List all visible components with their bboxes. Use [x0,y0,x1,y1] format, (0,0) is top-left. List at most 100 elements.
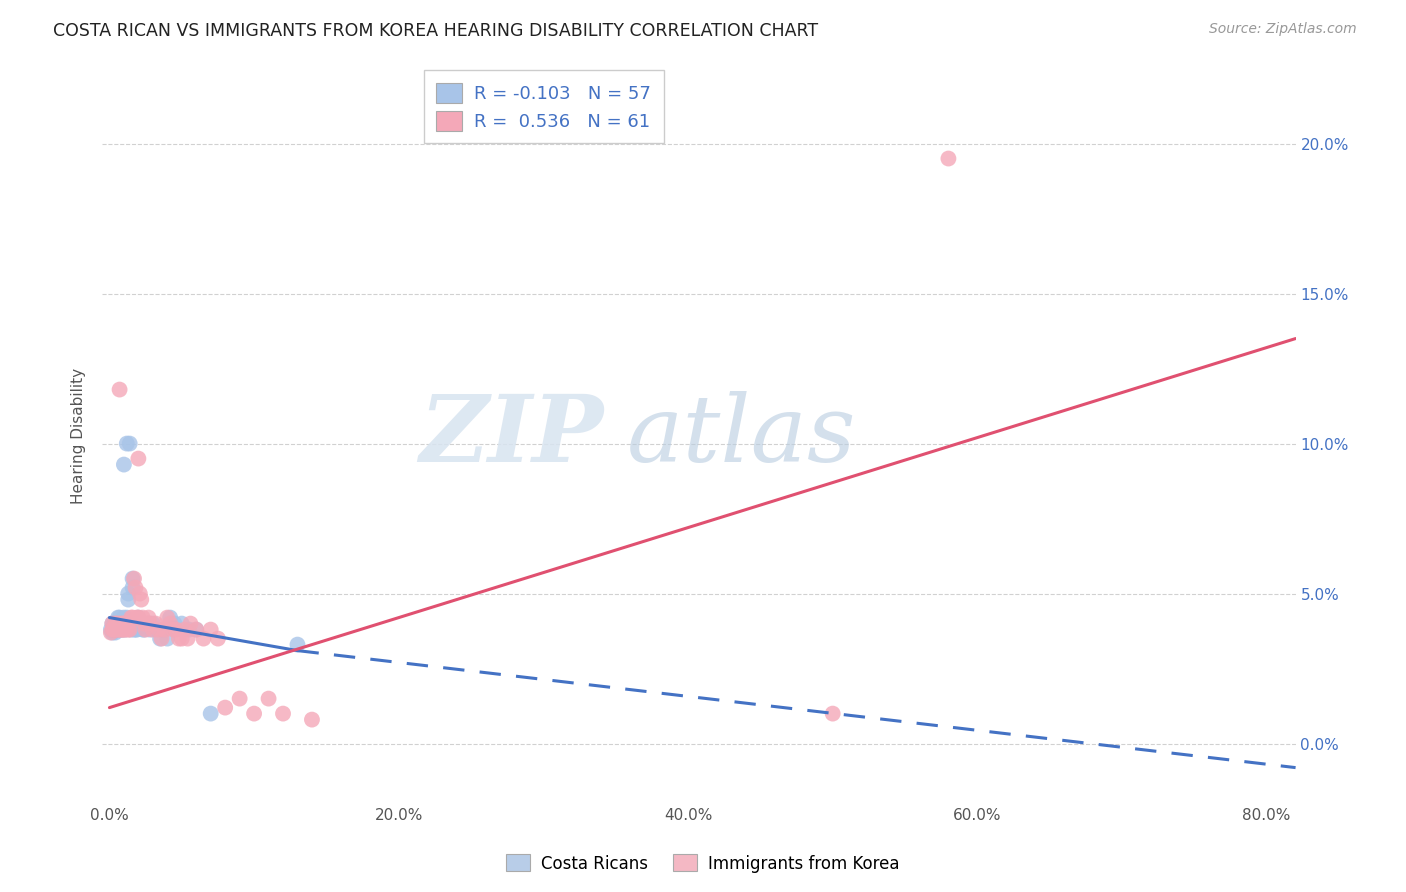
Point [104,623,127,637]
Point [287,638,309,652]
Point [117,586,139,600]
Point [128,586,150,600]
Point [108,623,131,637]
Point [110,623,132,637]
Point [173,623,195,637]
Point [162,623,184,637]
Point [107,610,129,624]
Point [110,616,132,631]
Point [104,625,127,640]
Point [271,706,294,721]
Point [165,623,187,637]
Point [122,623,145,637]
Point [167,632,190,646]
Point [112,616,135,631]
Point [214,700,236,714]
Point [103,616,125,631]
Point [105,616,128,631]
Legend: Costa Ricans, Immigrants from Korea: Costa Ricans, Immigrants from Korea [499,847,907,880]
Point [122,572,145,586]
Point [105,616,128,631]
Point [120,623,142,637]
Point [111,616,134,631]
Point [200,623,222,637]
Point [127,610,149,624]
Point [121,572,143,586]
Point [104,616,127,631]
Point [110,616,132,631]
Text: COSTA RICAN VS IMMIGRANTS FROM KOREA HEARING DISABILITY CORRELATION CHART: COSTA RICAN VS IMMIGRANTS FROM KOREA HEA… [53,22,818,40]
Point [101,623,124,637]
Point [145,623,167,637]
Point [112,616,135,631]
Point [111,623,134,637]
Point [114,616,136,631]
Point [156,632,179,646]
Point [257,691,280,706]
Point [103,623,125,637]
Point [124,581,146,595]
Point [104,616,127,631]
Point [938,152,960,166]
Point [153,623,176,637]
Point [115,616,138,631]
Point [125,623,148,637]
Point [179,616,201,631]
Point [177,623,200,637]
Point [132,623,155,637]
Point [129,616,152,631]
Point [105,616,128,631]
Point [145,616,167,631]
Point [118,436,141,450]
Point [134,623,156,637]
Point [193,632,215,646]
Point [120,616,142,631]
Point [138,616,160,631]
Point [121,610,143,624]
Point [117,592,139,607]
Point [125,616,148,631]
Point [159,616,181,631]
Point [107,623,129,637]
Point [108,610,131,624]
Point [110,623,132,637]
Point [107,616,129,631]
Point [111,616,134,631]
Point [228,691,250,706]
Point [115,436,138,450]
Point [105,623,128,637]
Point [186,623,208,637]
Point [159,610,181,624]
Point [134,616,156,631]
Point [301,713,323,727]
Point [149,632,172,646]
Point [132,610,155,624]
Point [120,610,142,624]
Point [100,623,122,637]
Point [125,610,148,624]
Point [139,623,162,637]
Point [135,616,157,631]
Point [142,623,165,637]
Legend: R = -0.103   N = 57, R =  0.536   N = 61: R = -0.103 N = 57, R = 0.536 N = 61 [423,70,664,144]
Point [163,616,186,631]
Point [112,623,135,637]
Point [117,616,139,631]
Point [111,623,134,637]
Point [117,623,139,637]
Point [127,610,149,624]
Point [170,616,193,631]
Point [108,623,131,637]
Point [142,616,165,631]
Point [127,451,149,466]
Point [114,623,136,637]
Point [107,616,129,631]
Point [100,625,122,640]
Point [153,623,176,637]
Point [156,610,179,624]
Point [121,581,143,595]
Point [101,625,124,640]
Point [138,610,160,624]
Point [200,706,222,721]
Point [108,383,131,397]
